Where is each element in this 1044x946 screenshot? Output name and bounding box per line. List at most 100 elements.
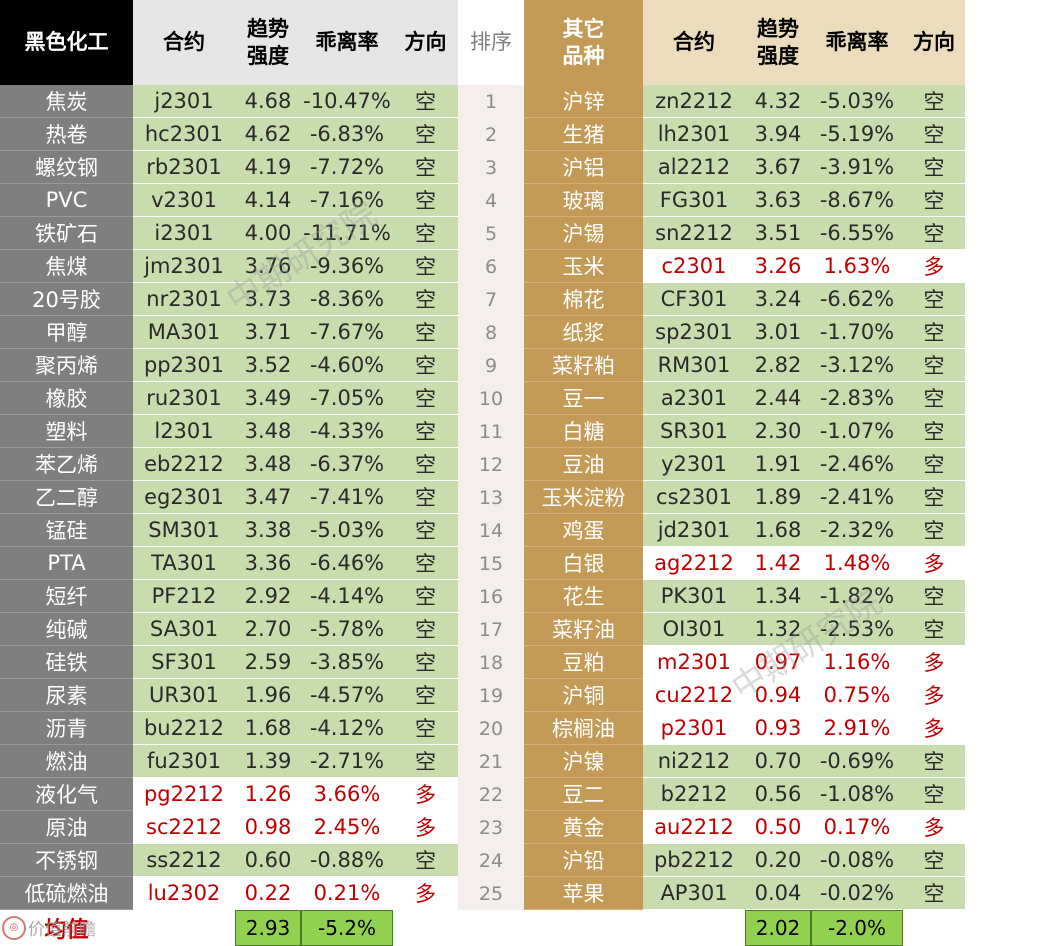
right-deviation: 0.17% (811, 811, 903, 844)
left-direction: 空 (393, 85, 458, 118)
footer-blank-4 (524, 910, 643, 946)
left-name: 低硫燃油 (0, 877, 133, 910)
right-direction: 空 (903, 349, 965, 382)
header-deviation-left: 乖离率 (301, 0, 393, 85)
left-deviation: 2.45% (301, 811, 393, 844)
left-deviation: -5.03% (301, 514, 393, 547)
right-contract: PK301 (643, 580, 745, 613)
left-direction: 空 (393, 349, 458, 382)
rank-number: 17 (458, 613, 524, 646)
right-strength: 3.67 (745, 151, 811, 184)
left-direction: 空 (393, 580, 458, 613)
right-name: 沪镍 (524, 745, 643, 778)
right-strength: 0.94 (745, 679, 811, 712)
right-direction: 空 (903, 745, 965, 778)
left-deviation: -4.12% (301, 712, 393, 745)
left-strength: 1.39 (235, 745, 301, 778)
left-deviation: -11.71% (301, 217, 393, 250)
left-strength: 2.92 (235, 580, 301, 613)
right-contract: ag2212 (643, 547, 745, 580)
left-direction: 空 (393, 745, 458, 778)
right-strength: 3.01 (745, 316, 811, 349)
left-strength: 1.68 (235, 712, 301, 745)
left-direction: 空 (393, 481, 458, 514)
rank-number: 15 (458, 547, 524, 580)
left-strength: 3.47 (235, 481, 301, 514)
left-direction: 空 (393, 118, 458, 151)
right-deviation: 0.75% (811, 679, 903, 712)
right-deviation: -3.91% (811, 151, 903, 184)
right-direction: 空 (903, 217, 965, 250)
right-name: 沪锌 (524, 85, 643, 118)
left-strength: 4.19 (235, 151, 301, 184)
left-deviation: -0.88% (301, 844, 393, 877)
left-average-strength: 2.93 (235, 910, 301, 946)
right-contract: SR301 (643, 415, 745, 448)
left-direction: 空 (393, 448, 458, 481)
right-contract: b2212 (643, 778, 745, 811)
left-deviation: -8.36% (301, 283, 393, 316)
right-contract: cs2301 (643, 481, 745, 514)
rank-number: 11 (458, 415, 524, 448)
left-strength: 3.48 (235, 448, 301, 481)
rank-number: 18 (458, 646, 524, 679)
left-name: 硅铁 (0, 646, 133, 679)
left-name: 塑料 (0, 415, 133, 448)
right-contract: zn2212 (643, 85, 745, 118)
right-strength: 0.50 (745, 811, 811, 844)
header-sector-left: 黑色化工 (0, 0, 133, 85)
left-contract: i2301 (133, 217, 235, 250)
left-direction: 空 (393, 844, 458, 877)
right-deviation: -1.70% (811, 316, 903, 349)
left-deviation: -5.78% (301, 613, 393, 646)
right-name: 豆粕 (524, 646, 643, 679)
left-contract: SF301 (133, 646, 235, 679)
left-strength: 3.38 (235, 514, 301, 547)
right-strength: 0.70 (745, 745, 811, 778)
left-strength: 3.71 (235, 316, 301, 349)
left-name: 沥青 (0, 712, 133, 745)
corner-brand-text: 价值前瞻 (28, 920, 96, 940)
left-name: 铁矿石 (0, 217, 133, 250)
left-name: 液化气 (0, 778, 133, 811)
right-direction: 空 (903, 778, 965, 811)
right-deviation: -3.12% (811, 349, 903, 382)
left-direction: 空 (393, 184, 458, 217)
left-contract: TA301 (133, 547, 235, 580)
left-name: 热卷 (0, 118, 133, 151)
right-strength: 0.93 (745, 712, 811, 745)
footer-blank-2 (393, 910, 458, 946)
left-contract: eb2212 (133, 448, 235, 481)
left-name: 燃油 (0, 745, 133, 778)
left-direction: 空 (393, 283, 458, 316)
right-strength: 3.24 (745, 283, 811, 316)
right-strength: 1.34 (745, 580, 811, 613)
right-contract: lh2301 (643, 118, 745, 151)
right-contract: au2212 (643, 811, 745, 844)
left-deviation: -4.33% (301, 415, 393, 448)
left-contract: bu2212 (133, 712, 235, 745)
left-name: 焦煤 (0, 250, 133, 283)
left-name: 锰硅 (0, 514, 133, 547)
left-strength: 0.98 (235, 811, 301, 844)
rank-number: 5 (458, 217, 524, 250)
header-rank: 排序 (458, 0, 524, 85)
right-name: 棉花 (524, 283, 643, 316)
left-strength: 3.49 (235, 382, 301, 415)
left-name: 焦炭 (0, 85, 133, 118)
rank-number: 20 (458, 712, 524, 745)
right-strength: 1.32 (745, 613, 811, 646)
left-direction: 空 (393, 415, 458, 448)
left-direction: 空 (393, 646, 458, 679)
rank-number: 19 (458, 679, 524, 712)
left-deviation: -7.72% (301, 151, 393, 184)
footer-blank-6 (903, 910, 965, 946)
right-direction: 空 (903, 283, 965, 316)
right-direction: 空 (903, 151, 965, 184)
header-contract-right: 合约 (643, 0, 745, 85)
left-direction: 空 (393, 679, 458, 712)
left-contract: ss2212 (133, 844, 235, 877)
left-deviation: -6.83% (301, 118, 393, 151)
right-strength: 2.44 (745, 382, 811, 415)
right-strength: 2.82 (745, 349, 811, 382)
